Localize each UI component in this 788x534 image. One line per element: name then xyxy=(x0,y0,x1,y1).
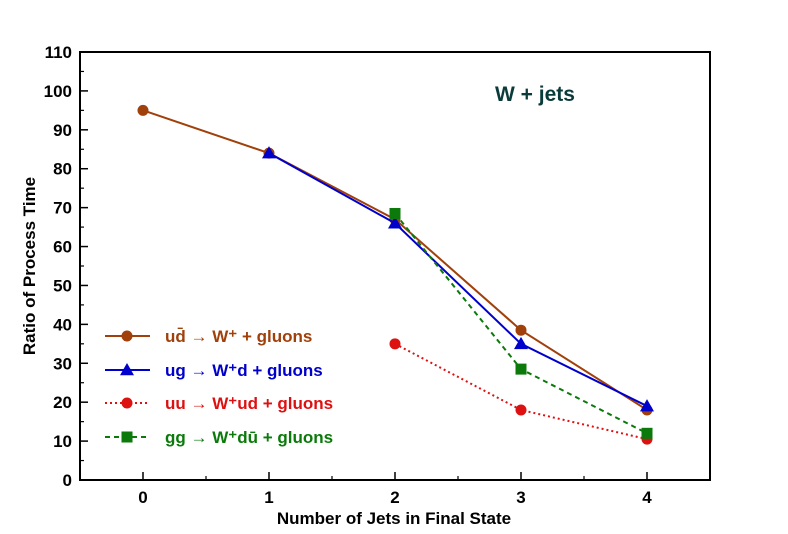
data-point-uu xyxy=(515,404,527,416)
legend-label: gg → W⁺dū + gluons xyxy=(165,428,333,447)
y-axis-ticks: 0 10 20 30 40 50 60 70 80 90 100 110 xyxy=(44,43,88,490)
x-axis-title: Number of Jets in Final State xyxy=(277,509,511,528)
data-point-ud xyxy=(515,324,527,336)
x-tick-label: 1 xyxy=(264,488,273,507)
data-point-ug xyxy=(262,146,276,159)
data-point-gg xyxy=(389,207,401,219)
legend-item-ug: ug → W⁺d + gluons xyxy=(105,361,323,380)
series-layer xyxy=(137,104,654,445)
y-tick-label: 70 xyxy=(53,199,72,218)
y-tick-label: 50 xyxy=(53,276,72,295)
series-ug xyxy=(262,146,654,412)
legend-item-gg: gg → W⁺dū + gluons xyxy=(105,428,333,447)
y-tick-label: 30 xyxy=(53,354,72,373)
data-point-ug xyxy=(514,336,528,350)
legend-swatch-marker xyxy=(121,330,133,342)
x-tick-label: 3 xyxy=(516,488,525,507)
series-line-gg xyxy=(394,212,648,435)
data-point-ug xyxy=(388,216,402,229)
legend-label: uu → W⁺ud + gluons xyxy=(165,394,333,413)
legend-item-ud: ud̄ → W⁺ + gluons xyxy=(105,327,312,346)
y-tick-label: 40 xyxy=(53,315,72,334)
y-tick-label: 20 xyxy=(53,393,72,412)
x-tick-label: 4 xyxy=(642,488,652,507)
y-tick-label: 90 xyxy=(53,121,72,140)
y-tick-label: 60 xyxy=(53,238,72,257)
series-line-uu xyxy=(394,342,648,441)
plot-frame xyxy=(79,51,711,481)
x-axis-ticks: 0 1 2 3 4 xyxy=(79,472,711,507)
legend-label: ug → W⁺d + gluons xyxy=(165,361,323,380)
x-tick-label: 2 xyxy=(390,488,399,507)
y-tick-label: 80 xyxy=(53,160,72,179)
legend-item-uu: uu → W⁺ud + gluons xyxy=(105,394,333,413)
data-point-gg xyxy=(515,363,527,375)
legend-swatch-marker xyxy=(120,363,134,376)
legend-swatch-marker xyxy=(121,431,133,443)
chart-title: W + jets xyxy=(495,83,575,106)
legend-label: ud̄ → W⁺ + gluons xyxy=(165,327,312,346)
y-axis-title: Ratio of Process Time xyxy=(20,177,39,355)
data-point-ud xyxy=(137,104,149,116)
legend: ud̄ → W⁺ + gluons ug → W⁺d + gluons uu → W… xyxy=(105,327,333,447)
y-tick-label: 0 xyxy=(63,471,72,490)
y-tick-label: 10 xyxy=(53,432,72,451)
y-tick-label: 100 xyxy=(44,82,72,101)
plot-border xyxy=(79,51,711,481)
series-uu xyxy=(389,338,653,445)
series-gg xyxy=(389,207,653,439)
data-point-ug xyxy=(640,399,654,412)
data-point-gg xyxy=(641,427,653,439)
y-tick-label: 110 xyxy=(45,43,72,62)
data-point-uu xyxy=(389,338,401,350)
x-tick-label: 0 xyxy=(138,488,147,507)
legend-swatch-marker xyxy=(121,397,133,409)
series-line-ug xyxy=(268,152,648,407)
